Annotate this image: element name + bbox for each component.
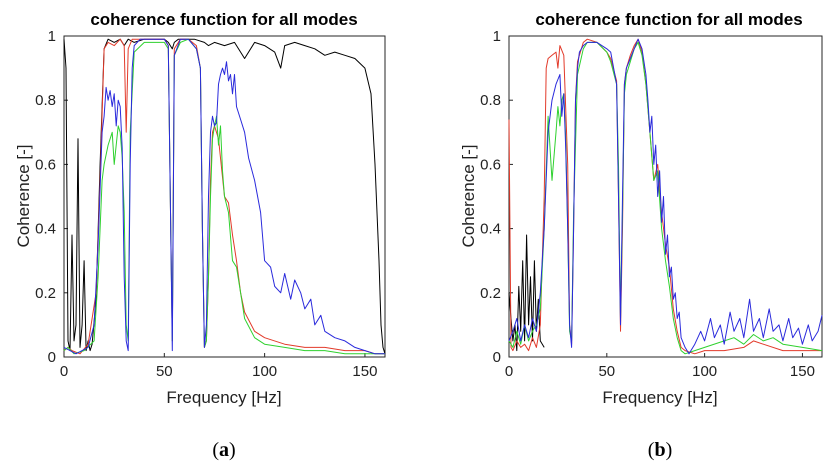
chart-title-a: coherence function for all modes [90,10,357,29]
y-tick-label: 0.8 [480,92,501,109]
y-tick-label: 0.6 [35,156,56,173]
chart-title-b: coherence function for all modes [535,10,802,29]
panel-letter-b: b [654,439,665,461]
x-tick-label: 100 [692,363,717,380]
series-line-2 [508,38,822,355]
chart-panel-a: coherence function for all modes 0 50 100 1… [14,10,386,461]
series-lines-b [508,38,823,355]
y-tick-label: 0.2 [480,285,501,302]
y-tick-label: 0 [493,349,501,366]
x-tick-label: 150 [790,363,815,380]
x-tick-label: 0 [60,363,68,380]
x-tick-label: 100 [252,363,277,380]
x-tick-label: 50 [598,363,615,380]
panel-label-a: (a) [212,439,235,461]
y-tick-label: 0.8 [35,92,56,109]
series-line-4 [63,38,385,355]
chart-panel-b: coherence function for all modes 0 50 100 1… [459,10,823,461]
x-tick-label: 150 [352,363,377,380]
series-line-4 [508,38,823,355]
x-tick-label: 50 [156,363,173,380]
axis-ticks-b: 0 50 100 150 0 0.2 0.4 0.6 0.8 1 [480,28,815,380]
y-tick-label: 0.6 [480,156,501,173]
series-line-1 [63,38,386,354]
plot-area-b [508,35,823,358]
y-axis-label-b: Coherence [-] [459,145,478,248]
panel-letter-a: a [219,439,229,461]
x-tick-label: 0 [505,363,513,380]
series-lines-a [63,38,386,355]
panel-label-b: (b) [648,439,672,461]
axis-ticks-a: 0 50 100 150 0 0.2 0.4 0.6 0.8 1 [35,28,377,380]
x-axis-label-b: Frequency [Hz] [602,388,717,407]
y-tick-label: 0 [48,349,56,366]
x-axis-label-a: Frequency [Hz] [166,388,281,407]
y-tick-label: 1 [493,28,501,45]
y-tick-label: 0.2 [35,285,56,302]
y-tick-label: 0.4 [480,221,501,238]
y-tick-label: 0.4 [35,221,56,238]
y-axis-label-a: Coherence [-] [14,145,33,248]
y-tick-label: 1 [48,28,56,45]
